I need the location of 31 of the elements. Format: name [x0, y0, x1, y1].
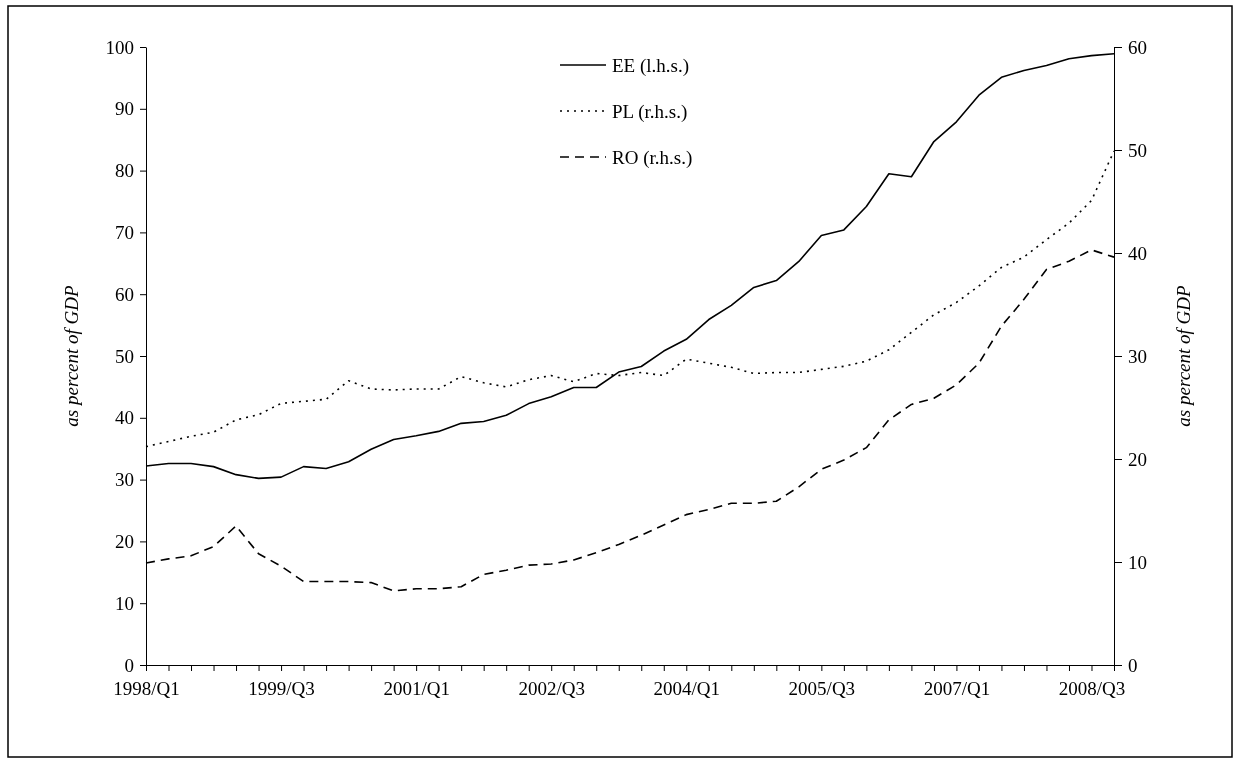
y-tick-label: 100 [105, 36, 134, 58]
x-tick-label: 2001/Q1 [383, 677, 450, 699]
legend-label: EE (l.h.s.) [612, 55, 690, 77]
y2-tick-label: 60 [1128, 36, 1147, 58]
legend-label: PL (r.h.s.) [612, 101, 688, 123]
y2-tick-label: 0 [1128, 654, 1138, 676]
y-tick-label: 20 [115, 530, 134, 552]
y-tick-label: 80 [115, 160, 134, 182]
x-tick-label: 2007/Q1 [923, 677, 991, 699]
y2-tick-label: 20 [1128, 448, 1147, 470]
y-tick-label: 60 [115, 283, 134, 305]
y-tick-label: 90 [115, 98, 134, 120]
y-tick-label: 30 [115, 469, 134, 491]
y-tick-label: 0 [124, 654, 134, 676]
y-axis-title: as percent of GDP [61, 284, 82, 427]
y-tick-label: 40 [115, 407, 134, 429]
x-tick-label: 1999/Q3 [248, 677, 315, 699]
x-tick-label: 2008/Q3 [1058, 677, 1126, 699]
y-tick-label: 70 [115, 221, 134, 243]
x-tick-label: 2004/Q1 [653, 677, 721, 699]
x-tick-label: 1998/Q1 [113, 677, 180, 699]
y2-tick-label: 10 [1128, 551, 1147, 573]
y-tick-label: 50 [115, 345, 134, 367]
y2-tick-label: 30 [1128, 345, 1147, 367]
x-tick-label: 2002/Q3 [518, 677, 585, 699]
x-tick-label: 2005/Q3 [788, 677, 856, 699]
y2-axis-title: as percent of GDP [1173, 284, 1194, 427]
y2-tick-label: 40 [1128, 242, 1147, 264]
y-tick-label: 10 [115, 592, 134, 614]
y2-tick-label: 50 [1128, 139, 1147, 161]
legend-label: RO (r.h.s.) [612, 147, 693, 169]
